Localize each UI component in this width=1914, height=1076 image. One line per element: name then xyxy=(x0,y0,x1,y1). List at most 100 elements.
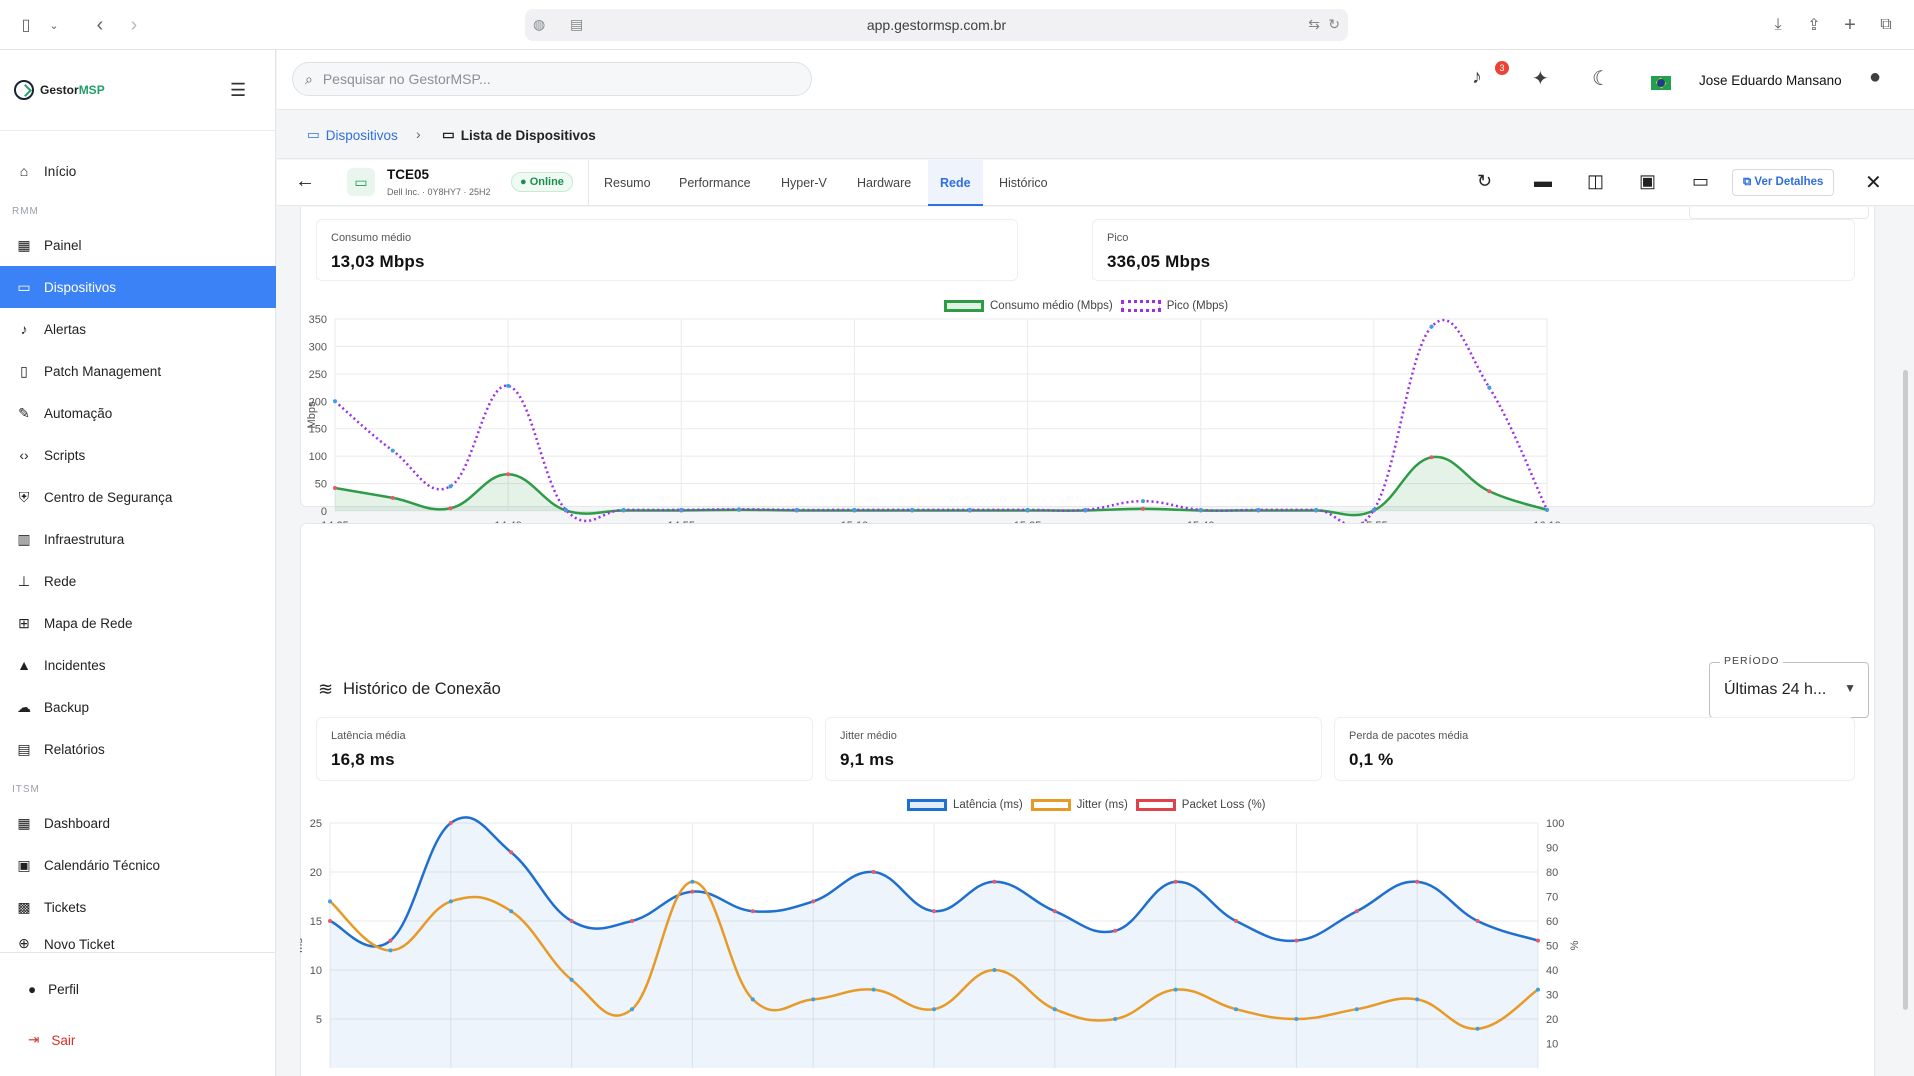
legend-item[interactable]: Packet Loss (%) xyxy=(1135,799,1266,811)
y-tick-label: 350 xyxy=(309,315,327,326)
logo-prefix: Gestor xyxy=(40,83,79,97)
sidebar-item-inicio[interactable]: ⌂ Início xyxy=(0,150,276,192)
data-point-jitter xyxy=(1294,1017,1299,1021)
code-icon: ‹› xyxy=(19,447,29,463)
tab-hardware[interactable]: Hardware xyxy=(857,176,912,190)
data-point-latencia xyxy=(388,938,393,943)
sidebar-item-alertas[interactable]: ♪ Alertas xyxy=(0,308,276,350)
connection-legend: Latência (ms) Jitter (ms) Packet Loss (%… xyxy=(907,799,1266,811)
sidebar-item-scripts[interactable]: ‹› Scripts xyxy=(0,434,276,476)
x-tick-label: 15:25 xyxy=(1014,520,1042,525)
share-icon[interactable]: ⇪ xyxy=(1807,17,1821,34)
series-line-pico xyxy=(334,318,1549,525)
sidebar-item-rede[interactable]: ⊥ Rede xyxy=(0,560,276,602)
connection-panel xyxy=(300,523,1875,1076)
peak-card: Pico 336,05 Mbps xyxy=(1092,219,1855,281)
back-icon[interactable]: ‹ xyxy=(96,13,104,36)
new-tab-icon[interactable]: + xyxy=(1844,13,1856,36)
close-icon[interactable]: ✕ xyxy=(1865,172,1882,194)
sidebar-item-automacao[interactable]: ✎ Automação xyxy=(0,392,276,434)
sidebar-item-centro-de-seguranca[interactable]: ⛨ Centro de Segurança xyxy=(0,476,276,518)
remote-desktop-icon[interactable]: ▬ xyxy=(1534,171,1552,191)
legend-item[interactable]: Jitter (ms) xyxy=(1030,799,1128,811)
y2-tick-label: 90 xyxy=(1546,843,1558,855)
sidebar-item-painel[interactable]: ▦ Painel xyxy=(0,224,276,266)
refresh-icon[interactable]: ↻ xyxy=(1477,171,1493,191)
sidebar-item-novo-ticket[interactable]: ⊕ Novo Ticket xyxy=(0,928,276,952)
stat-label: Pico xyxy=(1107,232,1129,244)
sidebar-item-backup[interactable]: ☁ Backup xyxy=(0,686,276,728)
sidebar-item-tickets[interactable]: ▩ Tickets xyxy=(0,886,276,928)
shield-icon: ⛨ xyxy=(18,488,30,505)
y2-tick-label: 30 xyxy=(1546,990,1558,1002)
profile-link[interactable]: ● Perfil xyxy=(28,982,79,997)
breadcrumb-current-label: Lista de Dispositivos xyxy=(460,127,596,143)
y2-tick-label: 20 xyxy=(1546,1014,1558,1026)
search-input[interactable] xyxy=(322,71,763,87)
legend-item[interactable]: Consumo médio (Mbps) xyxy=(944,300,1113,312)
terminal-icon[interactable]: ▣ xyxy=(1639,171,1657,191)
data-point-consumo xyxy=(1487,489,1492,494)
legend-swatch xyxy=(1120,300,1161,312)
sidebar-item-mapa-de-rede[interactable]: ⊞ Mapa de Rede xyxy=(0,602,276,644)
search-box[interactable]: ⌕ xyxy=(292,62,812,96)
scrollbar[interactable] xyxy=(1903,370,1908,1010)
sidebar-item-calendario-tecnico[interactable]: ▣ Calendário Técnico xyxy=(0,844,276,886)
cast-icon[interactable]: ◫ xyxy=(1587,171,1605,191)
laptop-icon[interactable]: ▭ xyxy=(1692,171,1710,191)
bandwidth-legend: Consumo médio (Mbps) Pico (Mbps) xyxy=(944,300,1228,312)
reader-icon[interactable]: ▤ xyxy=(570,16,584,32)
sidebar-item-patch-management[interactable]: ▯ Patch Management xyxy=(0,350,276,392)
data-point-pico xyxy=(1545,507,1549,512)
cloud-upload-icon: ☁ xyxy=(17,698,31,715)
stat-label: Perda de pacotes média xyxy=(1349,730,1469,742)
legend-item[interactable]: Pico (Mbps) xyxy=(1120,300,1228,312)
back-arrow-icon[interactable]: ← xyxy=(295,170,315,192)
legend-item[interactable]: Latência (ms) xyxy=(907,799,1023,811)
y-tick-label: 5 xyxy=(316,1014,322,1026)
sidebar-item-dashboard[interactable]: ▦ Dashboard xyxy=(0,802,276,844)
period-select[interactable]: PERÍODO Últimas 24 h... ▼ xyxy=(1709,655,1869,718)
stat-value: 336,05 Mbps xyxy=(1107,252,1211,271)
brazil-flag-icon[interactable] xyxy=(1651,76,1671,90)
tabs-icon[interactable]: ⧉ xyxy=(1880,16,1892,33)
sidebar-item-incidentes[interactable]: ▲ Incidentes xyxy=(0,644,276,686)
data-point-latencia xyxy=(1113,928,1118,933)
sparkle-ai-icon[interactable]: ✦ xyxy=(1532,68,1549,90)
menu-collapse-icon[interactable]: ☰ xyxy=(230,80,247,100)
tab-resumo[interactable]: Resumo xyxy=(604,176,651,190)
top-header: ⌕ ♪ 3 ✦ ☾ Jose Eduardo Mansano ● xyxy=(277,50,1914,110)
bandwidth-period-select[interactable] xyxy=(1689,207,1869,219)
data-point-latencia xyxy=(1052,909,1057,914)
x-tick-label: 15:10 xyxy=(841,520,869,525)
sidebar-item-relatorios[interactable]: ▤ Relatórios xyxy=(0,728,276,770)
forward-icon[interactable]: › xyxy=(130,13,138,36)
y-axis-label: ms xyxy=(300,938,305,953)
reload-icon[interactable]: ↻ xyxy=(1328,16,1340,32)
sidebar-toggle-icon[interactable]: ▯ xyxy=(21,17,31,34)
notification-bell-icon[interactable]: ♪ xyxy=(1472,66,1482,88)
app-logo[interactable]: GestorMSP xyxy=(14,80,105,100)
data-point-jitter xyxy=(448,899,453,904)
download-icon[interactable]: ⤓ xyxy=(1774,16,1782,33)
logout-link[interactable]: ⇥ Sair xyxy=(28,1032,75,1048)
translate-icon[interactable]: ⇆ xyxy=(1308,16,1320,32)
wand-icon: ✎ xyxy=(18,404,30,421)
tab-rede[interactable]: Rede xyxy=(928,160,983,206)
user-name[interactable]: Jose Eduardo Mansano xyxy=(1699,73,1842,88)
network-icon: ⊥ xyxy=(17,572,31,589)
tab-historico[interactable]: Histórico xyxy=(999,176,1048,190)
sidebar-item-infraestrutura[interactable]: ▥ Infraestrutura xyxy=(0,518,276,560)
view-details-button[interactable]: ⧉ Ver Detalhes xyxy=(1732,169,1835,196)
breadcrumb-dispositivos[interactable]: ▭ Dispositivos xyxy=(307,127,398,143)
chevron-down-icon[interactable]: ⌄ xyxy=(49,19,59,32)
tab-performance[interactable]: Performance xyxy=(679,176,751,190)
address-bar[interactable]: ◍ ▤ app.gestormsp.com.br ⇆ ↻ xyxy=(525,9,1348,41)
tab-hyper-v[interactable]: Hyper-V xyxy=(781,176,827,190)
data-point-consumo xyxy=(506,472,511,477)
dark-mode-icon[interactable]: ☾ xyxy=(1592,68,1610,90)
data-point-jitter xyxy=(871,987,876,992)
sidebar-item-dispositivos[interactable]: ▭ Dispositivos xyxy=(0,266,276,308)
stat-label: Latência média xyxy=(331,730,406,742)
account-circle-icon[interactable]: ● xyxy=(1869,66,1882,88)
